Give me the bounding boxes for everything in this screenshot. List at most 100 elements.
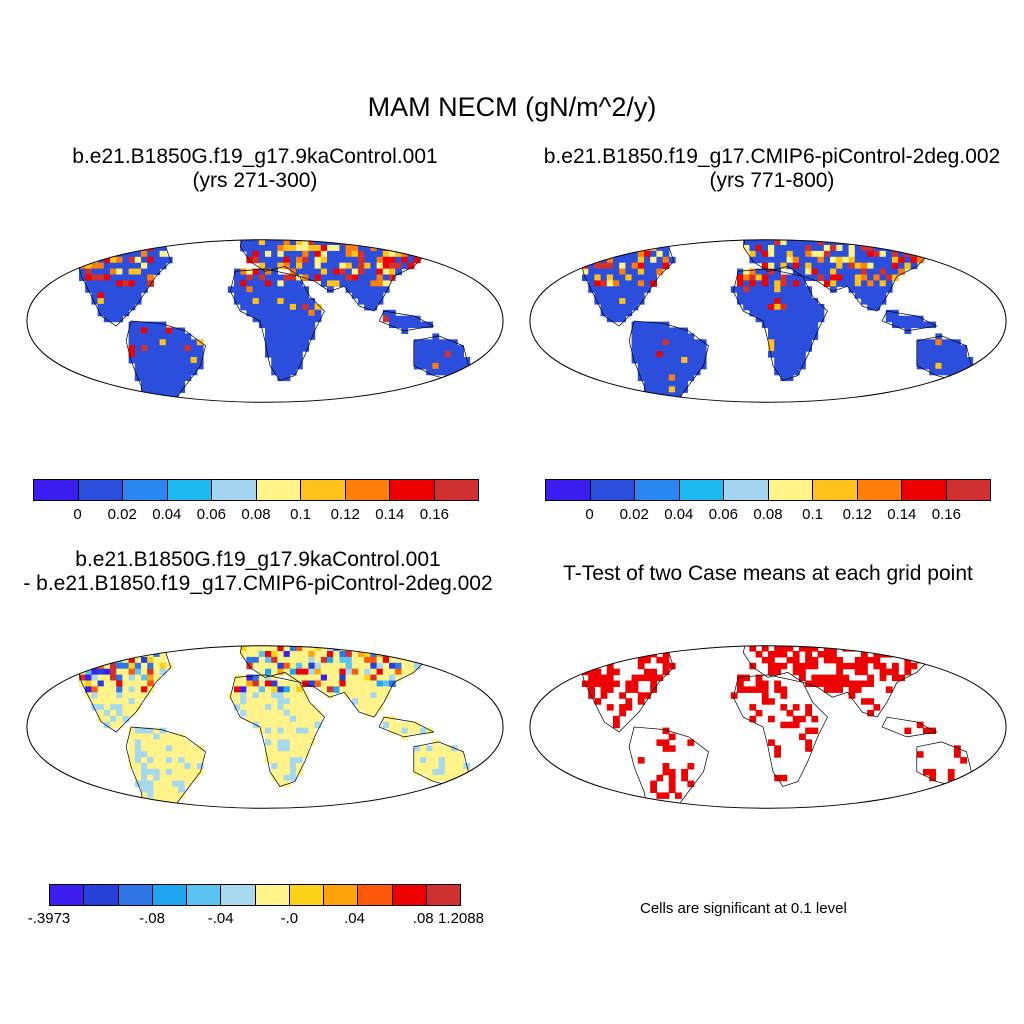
map-cell (811, 727, 819, 735)
map-cell (147, 227, 154, 234)
map-cell (774, 210, 781, 217)
map-cell (756, 428, 763, 435)
map-cell (73, 633, 80, 640)
map-cell (370, 428, 377, 435)
map-cell (662, 763, 670, 770)
map-cell (432, 351, 440, 358)
map-cell (283, 345, 291, 352)
map-cell (867, 262, 874, 270)
map-cell (215, 198, 222, 205)
map-cell (662, 250, 670, 258)
map-cell (85, 846, 92, 853)
map-cell (786, 315, 794, 323)
map-cell (625, 633, 632, 640)
map-cell (848, 245, 856, 252)
map-cell (308, 727, 316, 735)
map-cell (892, 668, 899, 676)
map-cell (252, 680, 260, 687)
map-cell (756, 440, 763, 447)
map-cell (799, 222, 806, 229)
map-cell (929, 768, 936, 776)
map-cell (842, 222, 849, 229)
map-cell (197, 434, 204, 441)
colorbar-tick-label: .08 (412, 910, 434, 927)
map-cell (669, 233, 676, 240)
map-cell (668, 357, 676, 364)
map-cell (265, 445, 272, 450)
map-cell (408, 622, 415, 629)
map-cell (85, 851, 92, 856)
map-cell (780, 704, 788, 711)
map-cell (836, 222, 843, 229)
map-cell (134, 351, 142, 358)
map-cell (91, 698, 99, 705)
map-cell (383, 840, 390, 847)
coastline-eurasia (239, 645, 455, 718)
map-cell (817, 250, 825, 258)
map-cell (811, 327, 819, 334)
map-cell (358, 256, 365, 264)
map-cell (364, 445, 371, 450)
map-cell (246, 698, 254, 705)
map-cell (929, 445, 936, 450)
map-cell (258, 303, 266, 311)
map-cell (265, 715, 272, 723)
map-cell (172, 445, 179, 450)
map-cell (345, 256, 353, 264)
map-cell (898, 315, 905, 323)
map-cell (389, 233, 396, 240)
map-cell (376, 686, 384, 693)
map-cell (377, 233, 384, 240)
map-cell (916, 321, 924, 329)
map-cell (153, 368, 161, 376)
map-cell (662, 333, 670, 340)
map-cell (153, 822, 160, 829)
map-cell (457, 357, 464, 364)
map-cell (898, 268, 905, 276)
map-cell (321, 633, 328, 640)
map-cell (289, 745, 297, 752)
map-cell (395, 315, 402, 323)
map-cell (668, 374, 676, 382)
map-cell (594, 222, 601, 229)
map-cell (669, 440, 676, 447)
map-cell (706, 222, 713, 229)
map-cell (302, 434, 309, 441)
map-cell (320, 651, 328, 658)
map-cell (141, 662, 148, 670)
map-cell (694, 434, 701, 441)
map-cell (122, 250, 130, 258)
map-cell (147, 398, 154, 403)
map-cell (370, 286, 378, 293)
map-cell (631, 298, 639, 305)
map-cell (240, 709, 247, 717)
map-cell (172, 840, 179, 847)
map-cell (892, 633, 899, 640)
map-cell (650, 386, 657, 393)
map-cell (668, 662, 676, 670)
map-cell (625, 292, 633, 299)
map-cell (675, 362, 682, 370)
map-cell (296, 698, 303, 705)
map-cell (656, 656, 664, 664)
map-cell (780, 321, 788, 329)
map-cell (327, 616, 334, 623)
map-cell (283, 357, 291, 364)
map-cell (570, 633, 577, 640)
map-cell (252, 645, 260, 652)
map-cell (805, 440, 812, 447)
map-cell (358, 651, 365, 658)
map-cell (799, 245, 806, 252)
map-cell (73, 628, 80, 635)
map-cell (662, 645, 670, 652)
map-cell (637, 345, 645, 352)
map-cell (271, 210, 278, 217)
map-cell (271, 250, 278, 258)
map-cell (916, 751, 924, 758)
map-cell (104, 846, 111, 853)
map-cell (451, 757, 458, 764)
map-cell (929, 216, 936, 223)
map-cell (222, 610, 229, 617)
map-cell (413, 768, 421, 776)
map-cell (160, 216, 167, 223)
